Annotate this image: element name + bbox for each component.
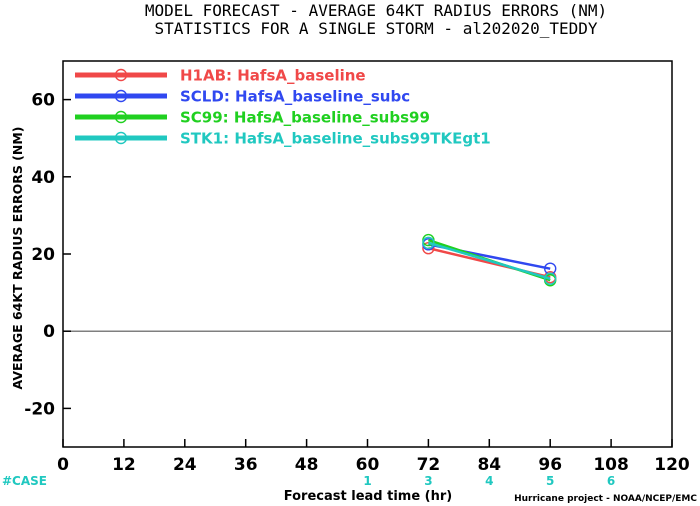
legend-marker-3 (114, 131, 128, 145)
y-tick-label: 60 (31, 91, 55, 111)
data-point-0 (422, 242, 435, 255)
y-tick-label: -20 (24, 399, 55, 419)
data-point-3 (422, 236, 435, 250)
x-tick-label: 48 (295, 455, 319, 475)
series-line-3 (428, 241, 551, 280)
legend-label-2: SC99: HafsA_baseline_subs99 (180, 109, 430, 127)
y-tick-label: 40 (31, 168, 55, 188)
y-axis-label: AVERAGE 64KT RADIUS ERRORS (NM) (10, 126, 25, 389)
x-tick-label: 60 (356, 455, 380, 475)
case-count: 5 (546, 474, 554, 488)
y-axis-ticks: -20 0 20 40 60 (24, 91, 71, 419)
x-axis-label: Forecast lead time (hr) (284, 489, 452, 504)
x-axis-ticks: 0 12 24 36 48 60 72 84 96 108 120 (57, 439, 690, 475)
x-tick-label: 120 (654, 455, 690, 475)
series-layer (422, 233, 557, 287)
case-count: 4 (485, 474, 493, 488)
x-tick-label: 24 (173, 455, 197, 475)
legend-marker-1 (114, 89, 128, 103)
x-tick-label: 72 (417, 455, 441, 475)
x-tick-label: 12 (112, 455, 136, 475)
case-label: #CASE (2, 474, 47, 488)
case-counts: #CASE 1 3 4 5 6 (2, 474, 615, 488)
case-count: 1 (363, 474, 371, 488)
legend-label-1: SCLD: HafsA_baseline_subc (180, 88, 410, 106)
data-point-3 (544, 272, 557, 285)
case-count: 6 (607, 474, 615, 488)
case-count: 3 (424, 474, 432, 488)
x-tick-label: 0 (57, 455, 69, 475)
x-tick-label: 108 (593, 455, 629, 475)
legend-label-3: STK1: HafsA_baseline_subs99TKEgt1 (180, 130, 491, 148)
x-tick-label: 96 (538, 455, 562, 475)
legend-marker-2 (114, 110, 128, 124)
x-tick-label: 84 (477, 455, 501, 475)
credit-text: Hurricane project - NOAA/NCEP/EMC (514, 494, 697, 504)
x-tick-label: 36 (234, 455, 258, 475)
chart-subtitle: STATISTICS FOR A SINGLE STORM - al202020… (154, 19, 597, 38)
legend-label-0: H1AB: HafsA_baseline (180, 67, 366, 85)
y-tick-label: 0 (43, 322, 55, 342)
y-tick-label: 20 (31, 245, 55, 265)
legend-marker-0 (114, 68, 128, 82)
chart-title: MODEL FORECAST - AVERAGE 64KT RADIUS ERR… (145, 1, 607, 20)
legend: H1AB: HafsA_baseline SCLD: HafsA_baseline… (75, 67, 491, 148)
